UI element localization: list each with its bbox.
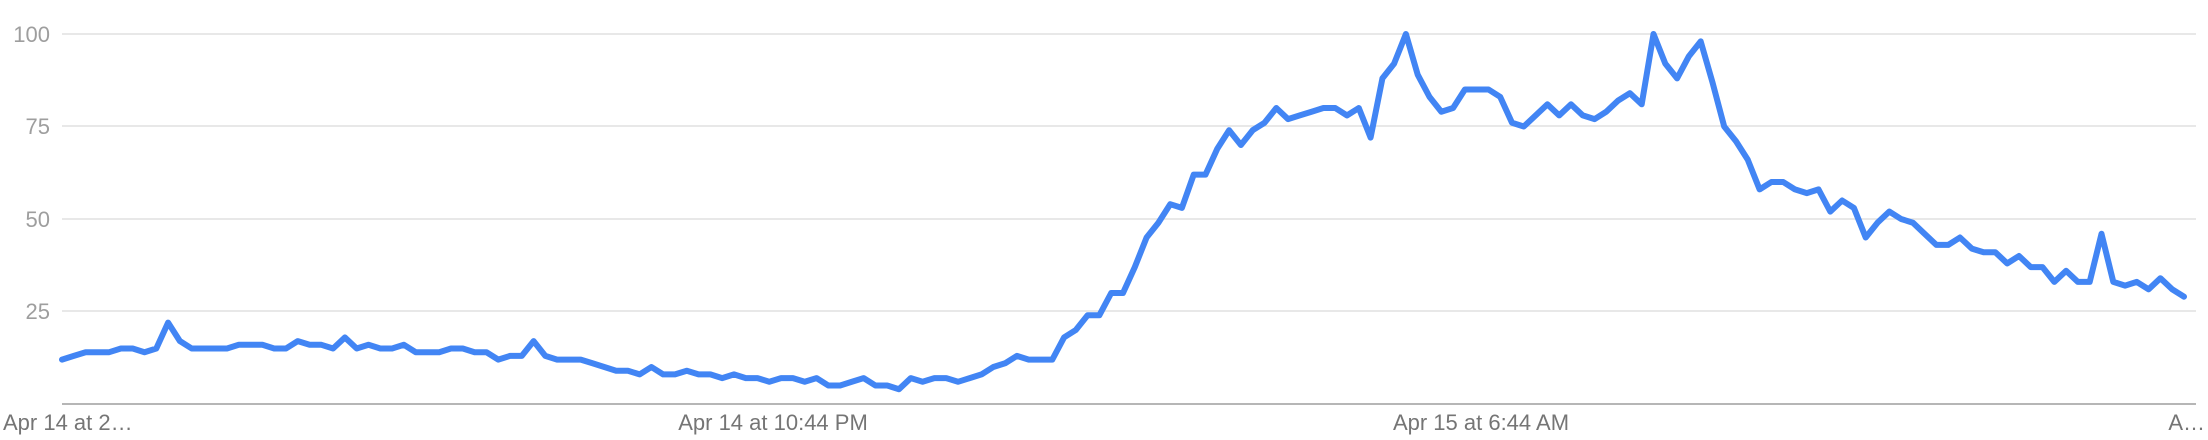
series-group xyxy=(62,34,2184,389)
x-tick-label: Apr 15 at 6:44 AM xyxy=(1393,410,1569,435)
x-tick-label: A… xyxy=(2168,410,2205,435)
x-tick-label: Apr 14 at 10:44 PM xyxy=(678,410,868,435)
x-tick-label: Apr 14 at 2… xyxy=(3,410,133,435)
series-line xyxy=(62,34,2184,389)
y-tick-label: 100 xyxy=(13,22,50,47)
y-tick-label: 25 xyxy=(26,299,50,324)
x-axis-tick-labels: Apr 14 at 2… Apr 14 at 10:44 PM Apr 15 a… xyxy=(3,410,2205,435)
y-tick-label: 50 xyxy=(26,207,50,232)
y-tick-label: 75 xyxy=(26,114,50,139)
y-axis-tick-labels: 100 75 50 25 xyxy=(13,22,50,324)
